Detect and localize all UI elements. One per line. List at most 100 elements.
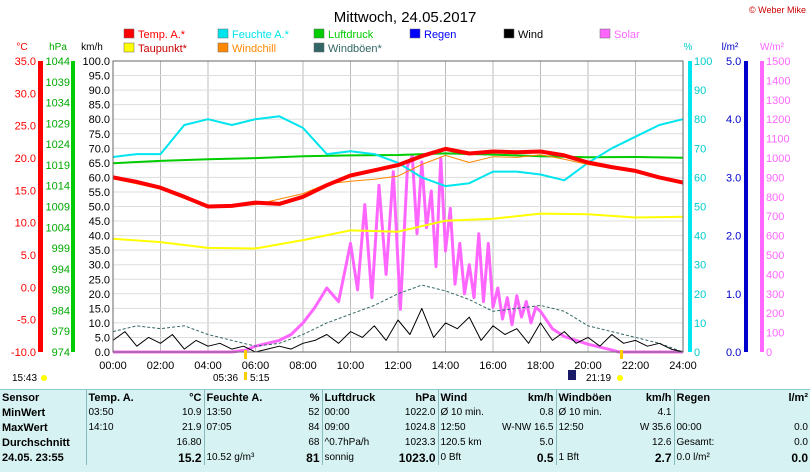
stats-cell: [85, 450, 142, 465]
temp-tick-label: 25.0: [15, 121, 36, 133]
solar-tick-label: 1000: [766, 153, 790, 165]
series-line: [112, 152, 684, 165]
stats-cell: Ø 10 min.: [437, 405, 498, 420]
stats-cell: 10.9: [182, 407, 202, 418]
stats-cell: 12:50: [437, 420, 498, 435]
series-line: [112, 146, 684, 209]
stats-cell: [736, 405, 810, 420]
wind-tick-label: 5.0: [95, 332, 110, 344]
stats-cell: [673, 405, 736, 420]
temp-tick-label: 10.0: [15, 218, 36, 230]
pressure-tick-label: 1034: [46, 98, 70, 110]
legend: Temp. A.* Feuchte A.* Luftdruck Regen Wind So…: [123, 28, 640, 55]
pressure-tick-label: 1039: [46, 77, 70, 89]
solar-tick-label: 900: [766, 172, 784, 184]
stats-header-cell: Wind: [437, 390, 498, 405]
stats-cell: 13:50: [203, 405, 268, 420]
wind-tick-label: 35.0: [89, 245, 110, 257]
rain-tick-label: 2.0: [726, 231, 741, 243]
legend-swatch: [599, 28, 611, 39]
solar-tick-label: 300: [766, 289, 784, 301]
stats-cell: 0.0: [794, 422, 808, 433]
sunrise-marker: [244, 350, 247, 359]
x-tick-label: 08:00: [289, 360, 317, 372]
temp-tick-label: 30.0: [15, 88, 36, 100]
stats-row: MinWert 03:50 10.9 13:50 52 00:00 1022.0 Ø 10 m…: [0, 405, 810, 420]
stats-cell: 07:05: [203, 420, 268, 435]
solar-tick-label: 1500: [766, 56, 790, 68]
stats-cell: Ø 10 min.: [555, 405, 612, 420]
stats-header-cell: Windböen: [555, 390, 612, 405]
stats-cell: 1024.8: [404, 422, 436, 433]
humidity-axis-header: %: [684, 42, 693, 53]
x-tick-label: 12:00: [384, 360, 412, 372]
legend-swatch: [123, 42, 135, 53]
wind-tick-label: 85.0: [89, 100, 110, 112]
pressure-tick-label: 999: [52, 243, 70, 255]
stats-cell: 00:00: [673, 420, 736, 435]
rain-tick-label: 3.0: [726, 172, 741, 184]
chart-title: Mittwoch, 24.05.2017: [334, 9, 477, 26]
axis-ticks: 35.0 30.0 25.0 20.0 15.0 10.0 5.0 0.0 -5.0 -10.0 1…: [11, 56, 791, 359]
rain-tick-label: 4.0: [726, 114, 741, 126]
stats-header-cell: hPa: [415, 391, 436, 404]
solar-tick-label: 500: [766, 250, 784, 262]
legend-swatch: [217, 28, 229, 39]
statistics-table: Sensor Temp. A. °C Feuchte A.% Luftdruck hPa W…: [0, 390, 810, 465]
wind-tick-label: 95.0: [89, 71, 110, 83]
wind-tick-label: 100.0: [82, 56, 110, 68]
rain-axis-header: l/m²: [722, 42, 739, 53]
humidity-tick-label: 100: [694, 56, 712, 68]
stats-cell: 68: [308, 437, 320, 448]
stats-cell: 21.9: [182, 422, 202, 433]
x-tick-label: 18:00: [527, 360, 555, 372]
solar-axis-bar: [760, 61, 764, 352]
x-axis: 00:00 02:00 04:00 06:00 08:00 10:00 12:00 14:00…: [99, 360, 697, 372]
stats-cell: 81: [306, 450, 320, 465]
series-lines: [112, 115, 684, 353]
legend-swatch: [123, 28, 135, 39]
wind-tick-label: 90.0: [89, 85, 110, 97]
wind-tick-label: 25.0: [89, 274, 110, 286]
wind-tick-label: 80.0: [89, 114, 110, 126]
pressure-tick-label: 1019: [46, 160, 70, 172]
stats-header-cell: km/h: [527, 391, 554, 404]
x-tick-label: 20:00: [574, 360, 602, 372]
stats-cell: 12:50: [555, 420, 612, 435]
sunrise-icon: [244, 372, 247, 380]
stats-cell: 84: [308, 422, 320, 433]
stats-cell: 0.5: [536, 450, 554, 465]
pressure-tick-label: 1029: [46, 118, 70, 130]
stats-cell: 4.1: [657, 407, 672, 418]
legend-swatch: [503, 28, 515, 39]
stats-cell: [203, 435, 268, 450]
stats-cell: 03:50: [85, 405, 142, 420]
stats-cell: 120.5 km: [437, 435, 498, 450]
stats-cell: 12.6: [652, 437, 672, 448]
stats-cell: 24.05. 23:55: [2, 451, 64, 464]
stats-cell: Durchschnitt: [2, 436, 70, 449]
legend-label: Taupunkt*: [138, 43, 188, 55]
wind-tick-label: 0.0: [95, 347, 110, 359]
sunrise-time: 05:36: [213, 373, 238, 384]
stats-cell: 15.2: [178, 450, 202, 465]
humidity-tick-label: 50: [694, 202, 706, 214]
series-line: [112, 212, 684, 250]
wind-tick-label: 60.0: [89, 172, 110, 184]
current-time: 15:43: [12, 373, 37, 384]
series-solar: [113, 154, 683, 354]
solar-tick-label: 700: [766, 211, 784, 223]
humidity-axis-bar: [688, 61, 692, 352]
stats-header-cell: km/h: [645, 391, 672, 404]
legend-swatch: [313, 42, 325, 53]
statistics-panel: Sensor Temp. A. °C Feuchte A.% Luftdruck hPa W…: [0, 389, 810, 472]
solar-tick-label: 200: [766, 308, 784, 320]
temp-tick-label: 35.0: [15, 56, 36, 68]
stats-cell: 2.7: [654, 450, 672, 465]
solar-tick-label: 400: [766, 269, 784, 281]
legend-label: Wind: [518, 29, 543, 41]
stats-header-cell: l/m²: [788, 391, 808, 404]
temp-tick-label: 5.0: [21, 250, 36, 262]
stats-row: MaxWert 14:10 21.9 07:05 84 09:00 1024.8 12:50 W…: [0, 420, 810, 435]
legend-label: Feuchte A.*: [232, 29, 290, 41]
